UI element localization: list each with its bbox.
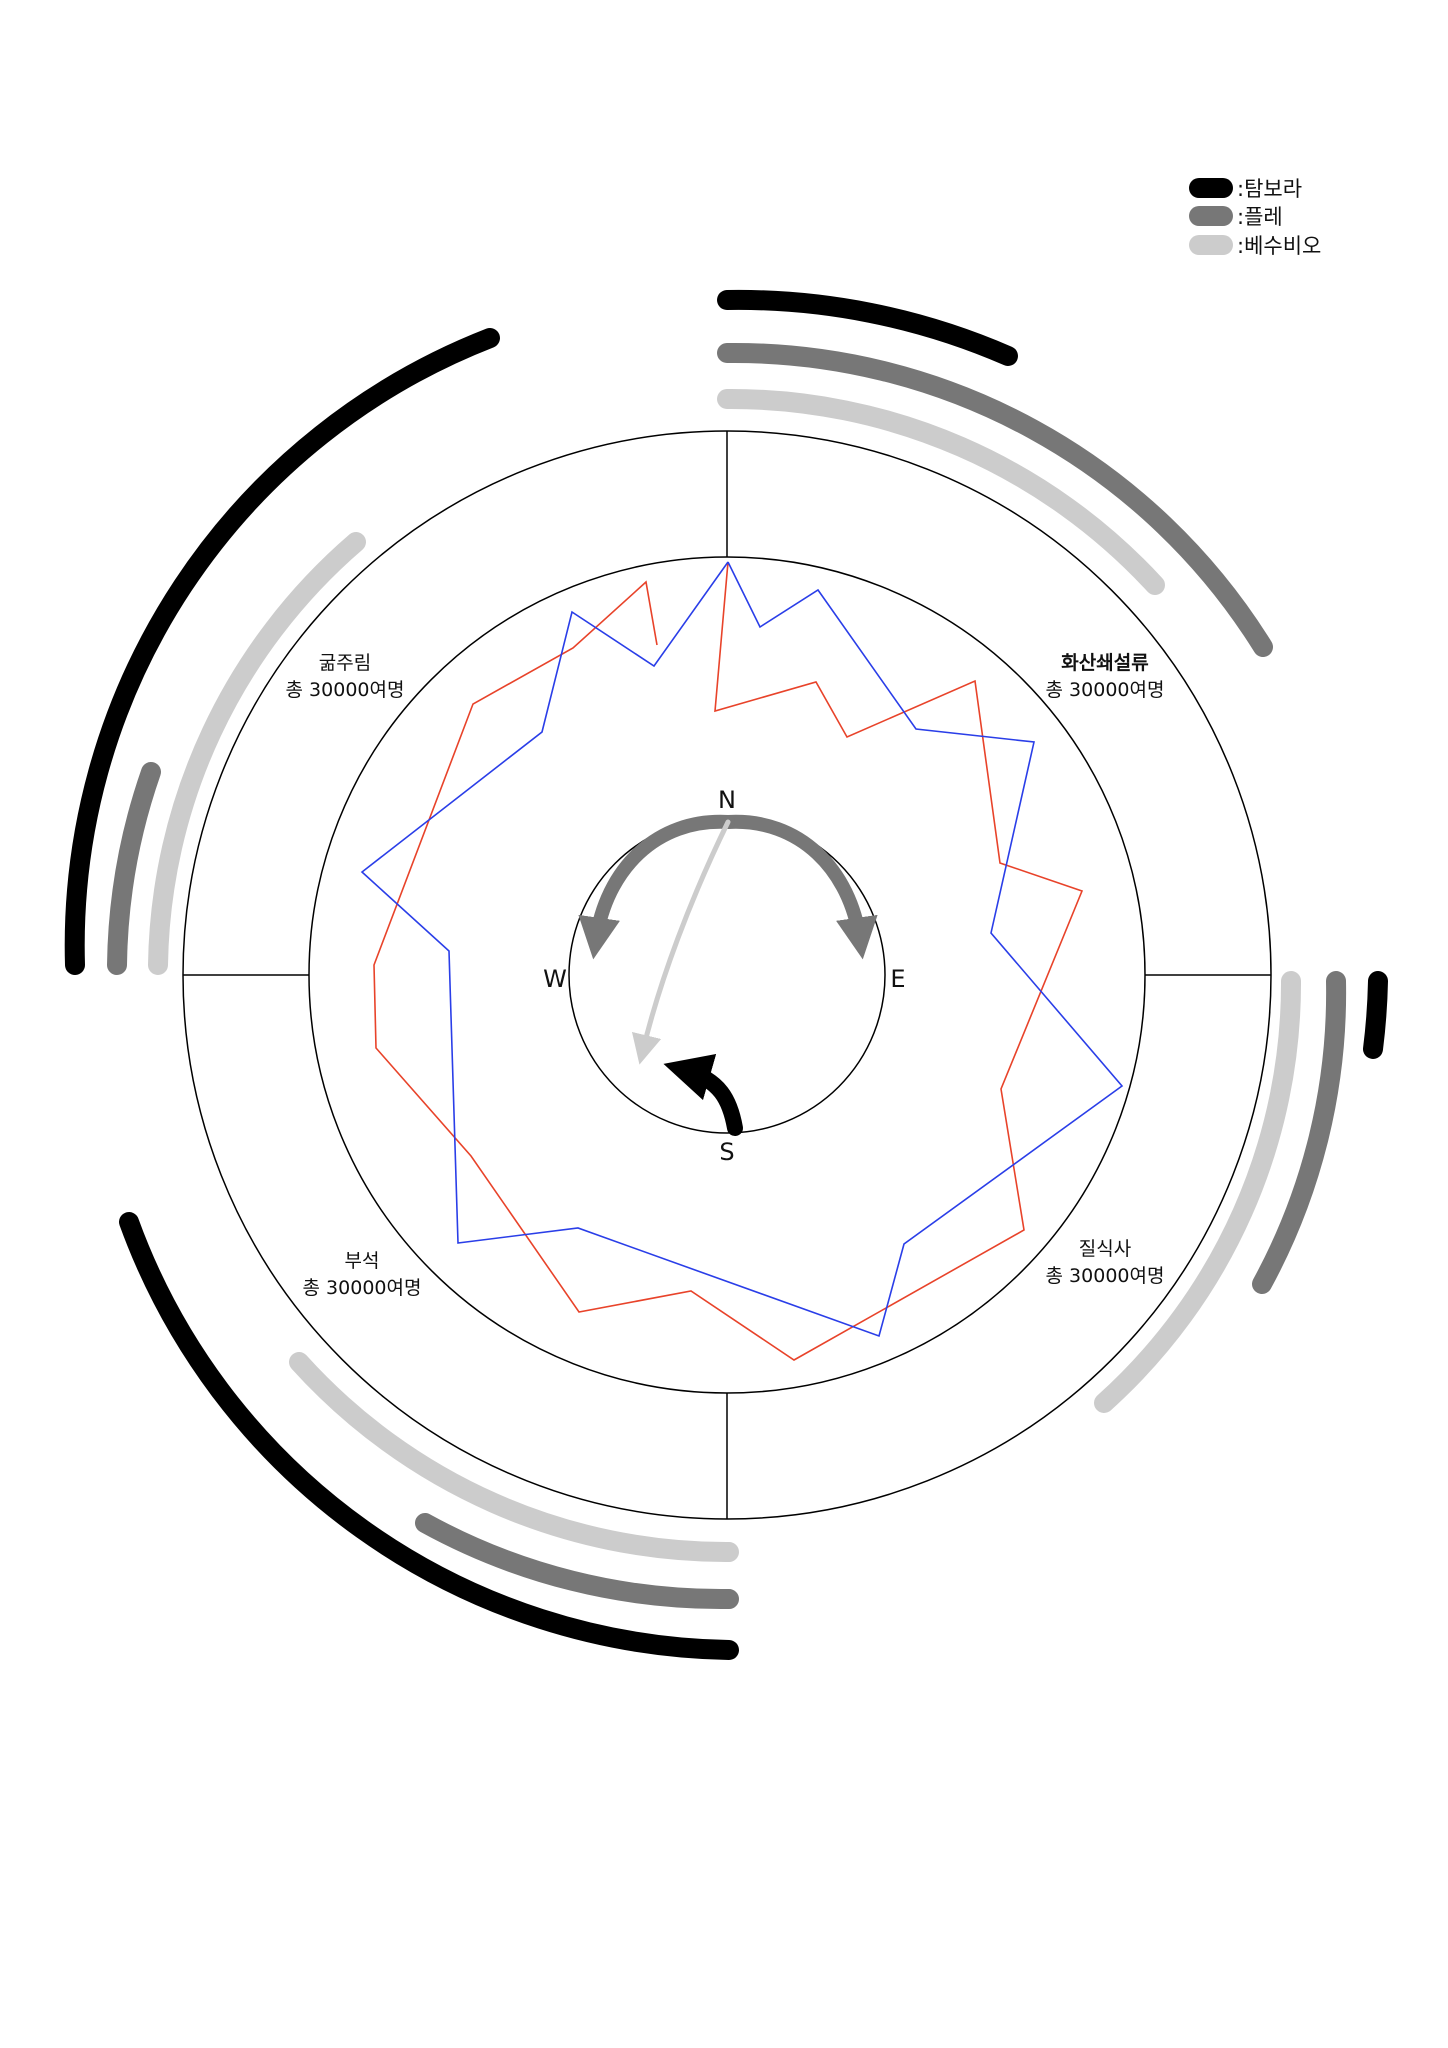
black-arrow-curve [663, 1053, 743, 1136]
blue-series-line [360, 561, 1124, 1338]
gray-arrow-to-east [721, 814, 878, 960]
arc-ne-gray [717, 342, 1273, 657]
legend-label: :플레 [1237, 205, 1283, 229]
arc-sw-gray [415, 1513, 739, 1610]
middle-ring [308, 556, 1146, 1394]
region-label-se: 질식사 총 30000여명 [1046, 1238, 1165, 1287]
region-name: 화산쇄설류 [1061, 652, 1148, 674]
region-label-nw: 굶주림 총 30000여명 [286, 652, 405, 701]
legend-item-pelee: :플레 [1189, 205, 1283, 229]
arc-w-black [64, 328, 500, 975]
light-arrow-curve [631, 819, 731, 1065]
ring-dividers [183, 431, 1271, 1519]
arc-sw-light [289, 1352, 739, 1563]
compass-north: N [718, 786, 736, 814]
arc-ne-black [717, 289, 1018, 366]
arc-w-gray [107, 762, 161, 975]
compass-east: E [890, 965, 905, 993]
outer-ring [182, 430, 1272, 1520]
legend-label: :탐보라 [1237, 177, 1302, 201]
red-series-line [373, 561, 1084, 1361]
compass-south: S [719, 1138, 734, 1166]
region-name: 굶주림 [319, 652, 371, 674]
compass-west: W [543, 965, 567, 993]
arc-ne-light [717, 388, 1165, 595]
region-total: 총 30000여명 [1046, 1265, 1165, 1287]
legend-item-vesuvius: :베수비오 [1189, 234, 1321, 258]
gray-arrow-to-west [578, 814, 735, 960]
region-label-ne: 화산쇄설류 총 30000여명 [1046, 652, 1165, 701]
region-total: 총 30000여명 [303, 1277, 422, 1299]
outer-arcs [64, 289, 1388, 1660]
arc-e-light [1094, 971, 1302, 1413]
legend-label: :베수비오 [1237, 234, 1321, 258]
legend-item-tambora: :탐보라 [1189, 177, 1302, 201]
region-label-sw: 부석 총 30000여명 [303, 1250, 422, 1299]
arc-e-gray [1252, 971, 1347, 1294]
inner-ring [568, 816, 886, 1134]
legend: :탐보라 :플레 :베수비오 [1189, 177, 1321, 258]
arc-sw-black [119, 1212, 739, 1660]
compass-arrows [578, 814, 878, 1136]
arc-w-light [148, 532, 366, 975]
arc-e-black [1363, 971, 1388, 1059]
region-total: 총 30000여명 [1046, 679, 1165, 701]
region-name: 질식사 [1079, 1238, 1131, 1260]
region-total: 총 30000여명 [286, 679, 405, 701]
region-name: 부석 [345, 1250, 380, 1272]
